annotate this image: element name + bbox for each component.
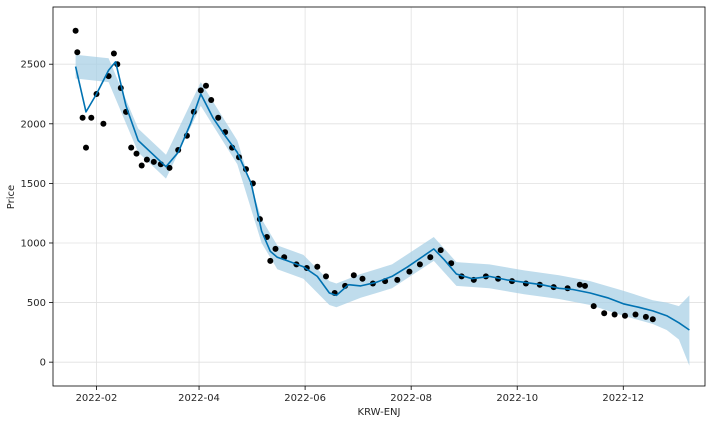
observed-point xyxy=(88,114,95,121)
y-tick-label: 1000 xyxy=(21,238,46,249)
x-tick-label: 2022-10 xyxy=(496,393,538,404)
forecast-line-layer xyxy=(74,60,690,331)
plot-area-frame xyxy=(52,6,706,387)
observed-point xyxy=(406,268,413,275)
observed-point xyxy=(272,245,279,252)
observed-point xyxy=(83,144,89,151)
observed-point xyxy=(601,310,608,317)
observed-point xyxy=(314,263,321,270)
observed-point xyxy=(197,87,204,94)
observed-point xyxy=(138,162,145,169)
observed-point xyxy=(622,312,628,319)
observed-point xyxy=(203,82,209,89)
interval-band xyxy=(75,54,690,366)
observed-point xyxy=(267,257,274,264)
observed-point xyxy=(215,114,222,121)
y-axis-label: Price xyxy=(6,185,17,209)
x-axis: 2022-02 2022-04 2022-06 2022-08 2022-10 2022-… xyxy=(76,386,644,404)
confidence-interval xyxy=(75,54,690,366)
x-tick-label: 2022-08 xyxy=(390,393,432,404)
observed-point xyxy=(611,311,618,318)
x-tick-label: 2022-02 xyxy=(76,393,118,404)
observed-point xyxy=(427,254,434,261)
observed-point xyxy=(359,275,366,282)
x-tick-label: 2022-12 xyxy=(602,393,644,404)
observed-point xyxy=(166,164,173,171)
observed-point xyxy=(208,97,215,103)
y-tick-label: 2000 xyxy=(21,119,46,130)
observed-point xyxy=(350,272,357,279)
observed-point xyxy=(323,273,329,280)
observed-point xyxy=(79,114,86,121)
observed-point xyxy=(416,261,423,268)
observed-point xyxy=(642,313,649,320)
observed-point xyxy=(128,144,135,151)
observed-point xyxy=(590,303,597,310)
forecast-line xyxy=(74,60,690,331)
observed-point xyxy=(110,50,117,57)
gridlines xyxy=(53,7,705,386)
observed-point xyxy=(72,27,79,34)
observed-point xyxy=(649,316,656,323)
y-tick-label: 500 xyxy=(27,298,46,309)
observed-point xyxy=(632,311,639,318)
y-tick-label: 1500 xyxy=(21,179,46,190)
observed-point xyxy=(133,150,140,157)
y-axis: 0 500 1000 1500 2000 2500 xyxy=(21,60,53,369)
observed-point xyxy=(582,282,588,289)
observed-point xyxy=(394,276,401,283)
x-tick-label: 2022-04 xyxy=(178,393,220,404)
y-tick-label: 0 xyxy=(40,358,46,369)
observed-point xyxy=(143,156,150,163)
observed-point xyxy=(100,120,107,127)
observed-point xyxy=(448,260,455,267)
x-tick-label: 2022-06 xyxy=(284,393,326,404)
observed-point xyxy=(576,281,583,288)
observed-point xyxy=(150,158,157,165)
observed-point xyxy=(437,247,444,254)
observed-point xyxy=(74,49,81,56)
y-tick-label: 2500 xyxy=(21,60,46,71)
x-axis-label: KRW-ENJ xyxy=(358,407,401,418)
